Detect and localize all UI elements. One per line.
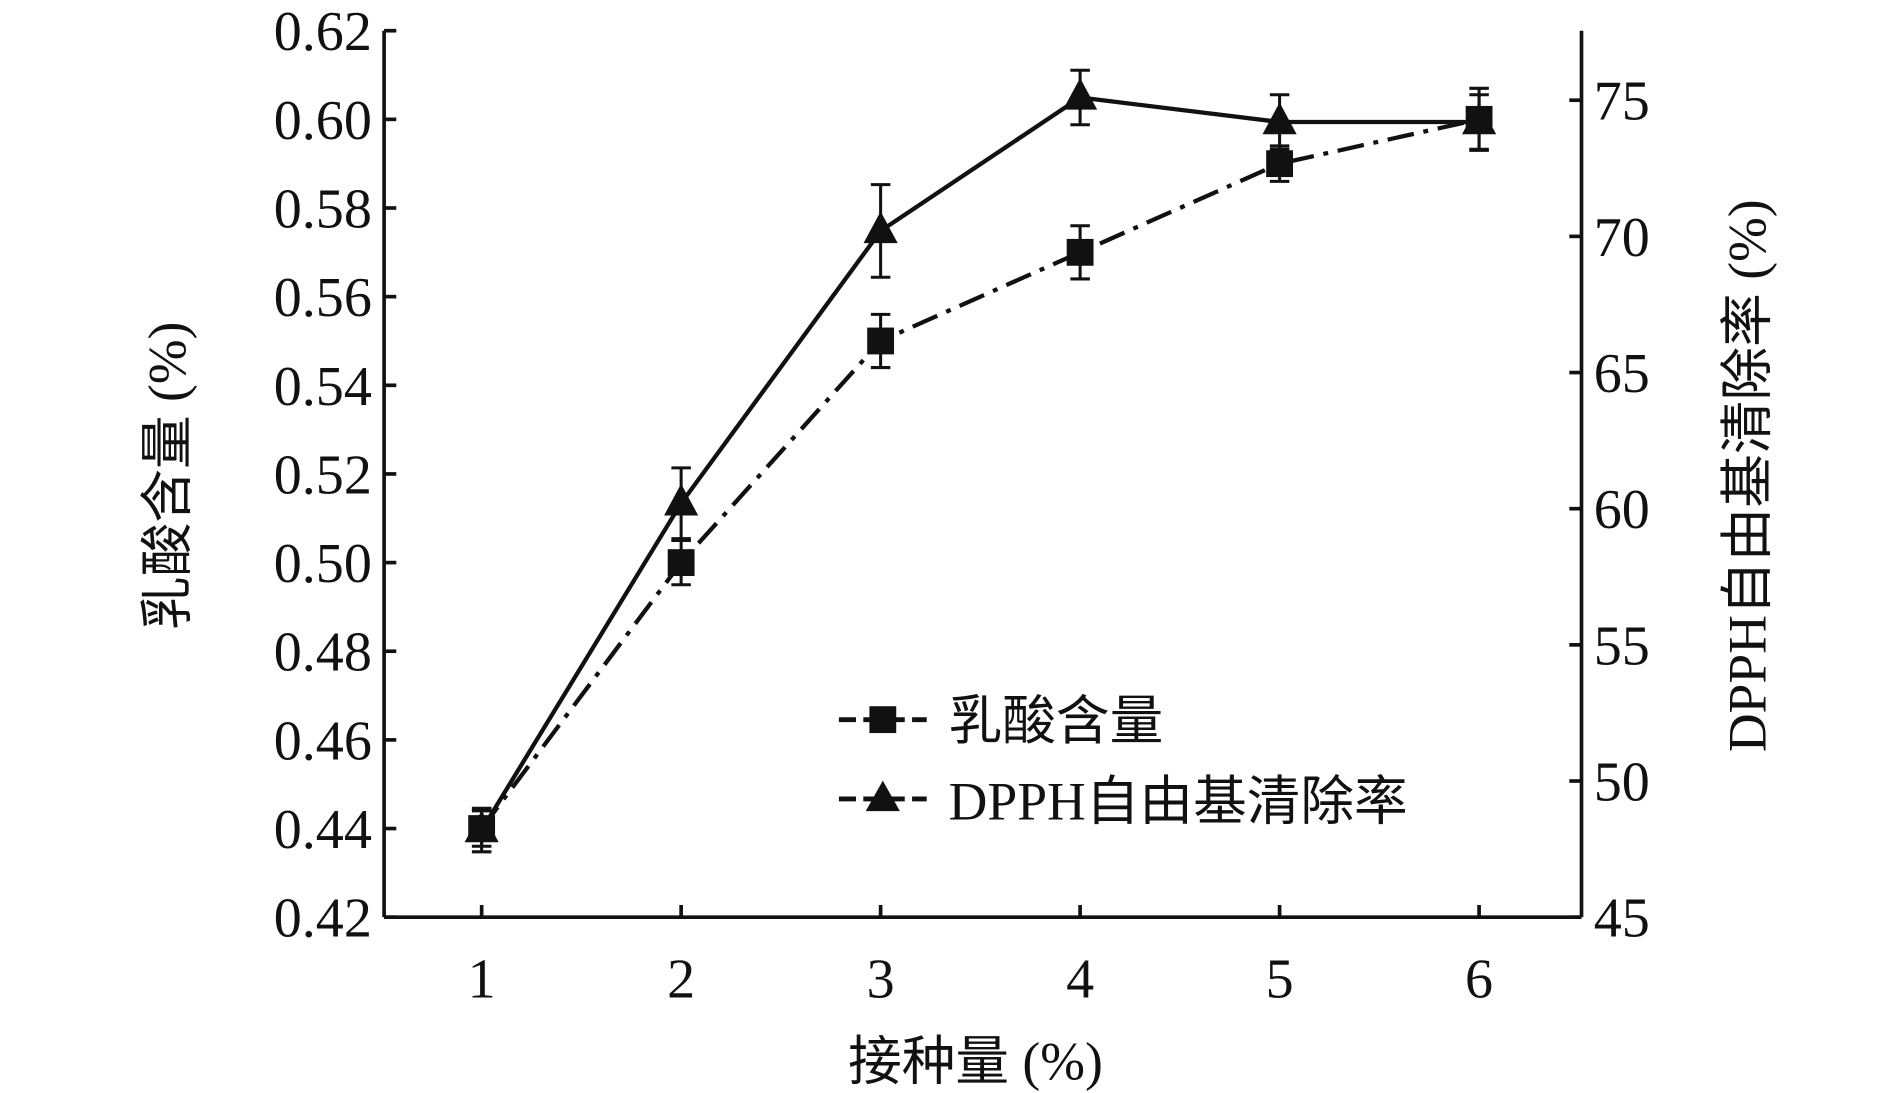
x-tick-label: 4 <box>1066 949 1094 1011</box>
left-y-tick-label: 0.52 <box>274 444 372 506</box>
left-y-tick-label: 0.44 <box>274 799 372 861</box>
series-layer <box>464 68 1497 854</box>
right-y-tick-label: 50 <box>1594 752 1650 814</box>
left-y-tick-label: 0.54 <box>274 356 372 418</box>
left-y-tick-label: 0.62 <box>274 1 372 63</box>
data-point-triangle <box>464 810 499 843</box>
left-y-axis-label: 乳酸含量 (%) <box>137 322 197 630</box>
x-tick-label: 2 <box>667 949 695 1011</box>
data-point-triangle <box>1262 102 1297 135</box>
x-tick-label: 3 <box>867 949 895 1011</box>
x-tick-label: 1 <box>468 949 496 1011</box>
x-tick-label: 5 <box>1266 949 1294 1011</box>
left-y-tick-label: 0.50 <box>274 533 372 595</box>
data-point-triangle <box>664 483 699 516</box>
legend-marker-square <box>869 706 897 734</box>
left-y-tick-label: 0.56 <box>274 267 372 329</box>
data-point-square <box>1266 150 1294 178</box>
data-point-triangle <box>1063 77 1098 110</box>
data-point-triangle <box>863 211 898 244</box>
right-y-tick-label: 70 <box>1594 207 1650 269</box>
legend-label-dpph: DPPH自由基清除率 <box>949 772 1408 832</box>
legend-label-lactic: 乳酸含量 <box>949 691 1164 751</box>
left-y-tick-label: 0.42 <box>274 888 372 950</box>
series-line-lactic <box>479 117 1480 830</box>
right-y-tick-label: 45 <box>1594 888 1650 950</box>
left-y-tick-label: 0.46 <box>274 710 372 772</box>
ticks: 0.42 0.44 0.46 0.48 0.50 0.52 0.54 0.56 0.58 0.60… <box>274 1 1650 1010</box>
left-y-tick-label: 0.60 <box>274 90 372 152</box>
left-y-tick-label: 0.48 <box>274 622 372 684</box>
data-point-square <box>1066 238 1094 266</box>
right-y-axis-label: DPPH自由基清除率 (%) <box>1718 199 1778 752</box>
right-y-tick-label: 65 <box>1594 343 1650 405</box>
x-tick-label: 6 <box>1465 949 1493 1011</box>
x-axis-label: 接种量 (%) <box>848 1031 1103 1091</box>
right-y-tick-label: 55 <box>1594 615 1650 677</box>
series-line-dpph <box>479 95 1480 832</box>
legend-marker-triangle <box>865 780 900 812</box>
left-y-tick-label: 0.58 <box>274 179 372 241</box>
data-point-triangle <box>1462 102 1497 135</box>
legend: 乳酸含量 DPPH自由基清除率 <box>838 691 1408 832</box>
right-y-tick-label: 60 <box>1594 479 1650 541</box>
right-y-tick-label: 75 <box>1594 71 1650 133</box>
data-point-square <box>667 549 695 577</box>
data-point-square <box>867 327 895 355</box>
